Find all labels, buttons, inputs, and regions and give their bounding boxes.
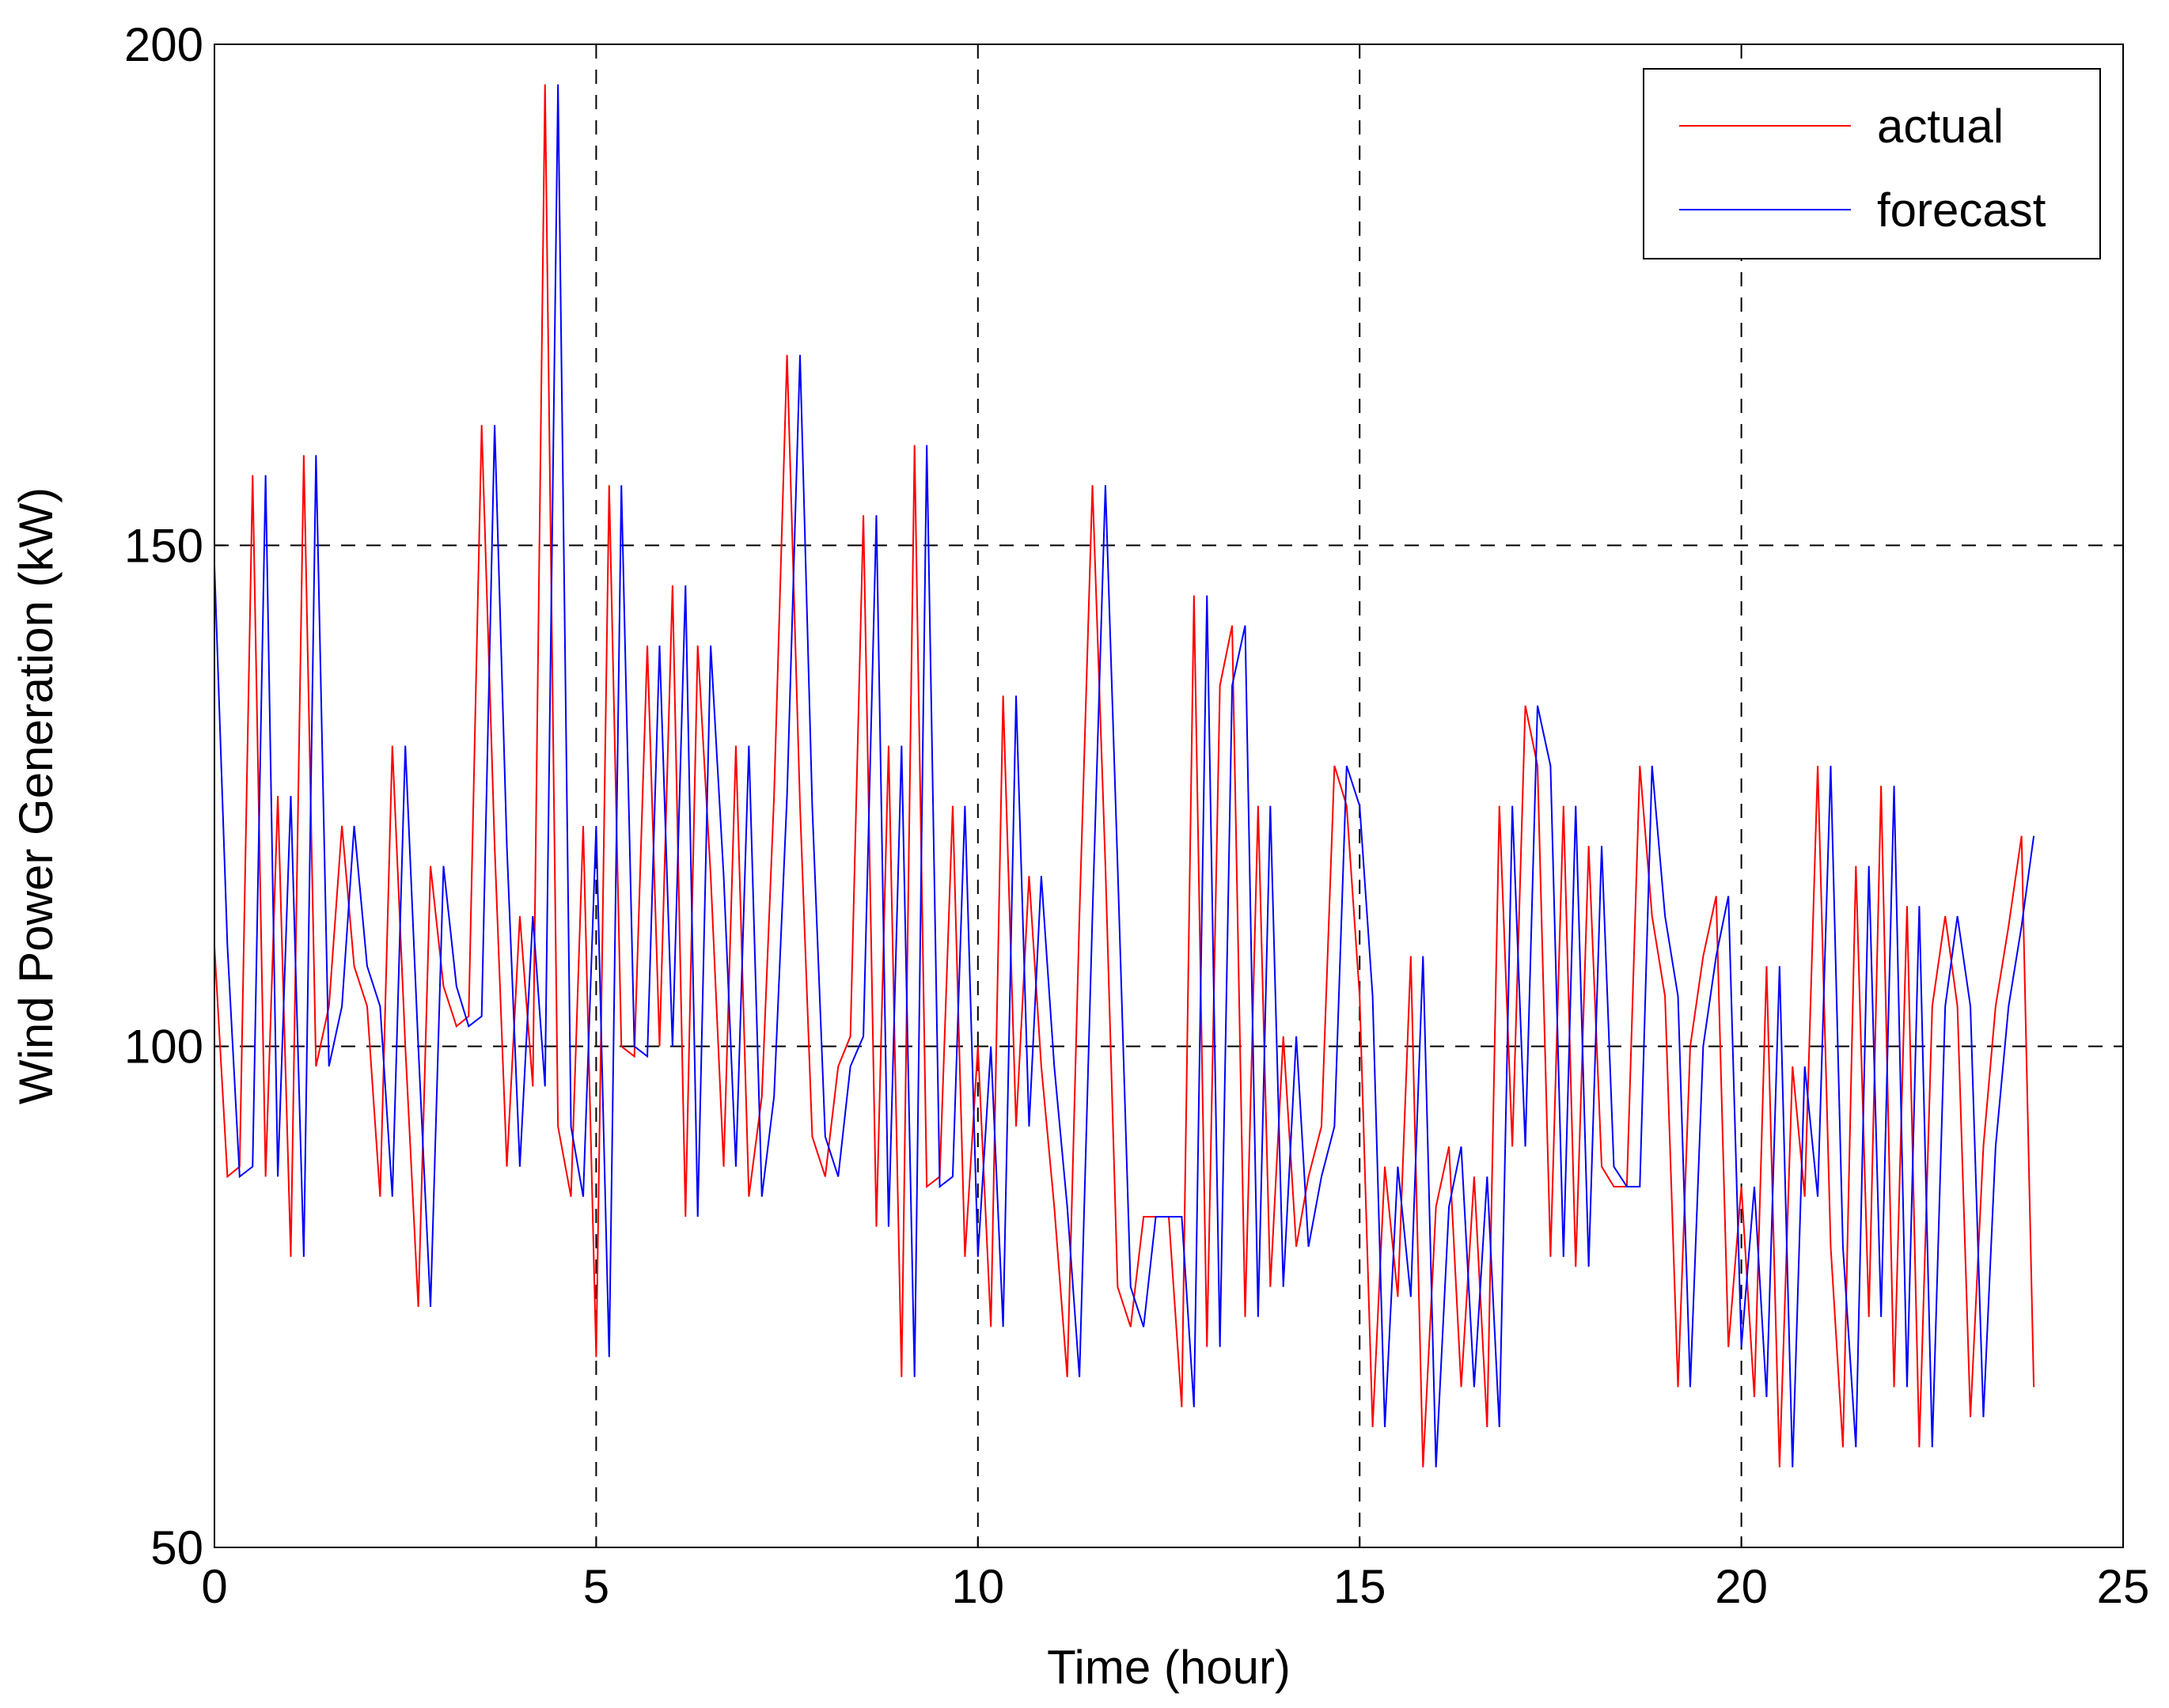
y-tick-label: 50 (150, 1521, 203, 1574)
y-tick-label: 150 (124, 519, 203, 572)
x-tick-label: 25 (2097, 1560, 2150, 1613)
legend-box (1643, 68, 2101, 259)
y-tick-label: 200 (124, 18, 203, 71)
legend-label: forecast (1877, 184, 2046, 237)
plot-area (214, 44, 2123, 1547)
x-tick-label: 15 (1333, 1560, 1386, 1613)
axes-box (214, 44, 2124, 1548)
x-tick-label: 0 (201, 1560, 227, 1613)
series-line (214, 84, 2035, 1468)
x-axis-label: Time (hour) (1047, 1641, 1291, 1694)
y-tick-label: 100 (124, 1021, 203, 1074)
x-tick-label: 5 (583, 1560, 609, 1613)
x-tick-label: 20 (1715, 1560, 1768, 1613)
series-line (214, 84, 2035, 1468)
y-axis-label: Wind Power Generation (kW) (9, 487, 63, 1104)
x-tick-label: 10 (951, 1560, 1004, 1613)
legend-label: actual (1877, 100, 2004, 153)
